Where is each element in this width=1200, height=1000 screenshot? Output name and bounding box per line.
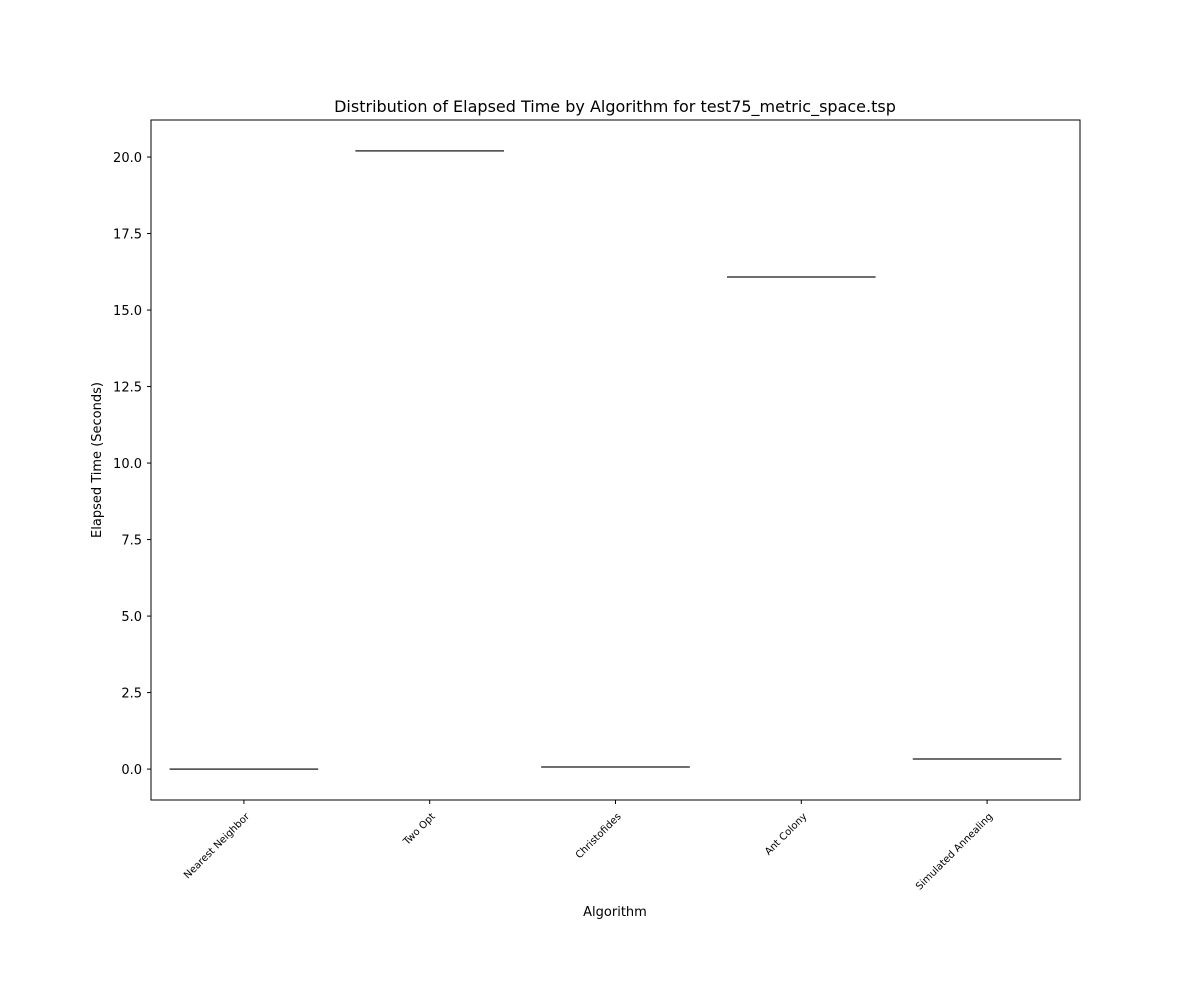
y-tick-label: 17.5 — [113, 228, 142, 243]
y-tick-label: 5.0 — [121, 610, 142, 625]
y-tick-label: 20.0 — [113, 151, 142, 166]
y-tick-label: 12.5 — [113, 381, 142, 396]
chart-title: Distribution of Elapsed Time by Algorith… — [334, 97, 896, 117]
y-axis-label: Elapsed Time (Seconds) — [90, 382, 105, 538]
y-tick-label: 15.0 — [113, 304, 142, 319]
y-axis: 0.0 2.5 5.0 7.5 10.0 12.5 15.0 17.5 20.0 — [113, 151, 151, 778]
y-tick-label: 2.5 — [121, 687, 142, 702]
y-tick-label: 0.0 — [121, 763, 142, 778]
y-tick-label: 7.5 — [121, 534, 142, 549]
plot-marks — [169, 150, 1062, 770]
x-axis-label: Algorithm — [583, 905, 647, 920]
y-tick-label: 10.0 — [113, 457, 142, 472]
